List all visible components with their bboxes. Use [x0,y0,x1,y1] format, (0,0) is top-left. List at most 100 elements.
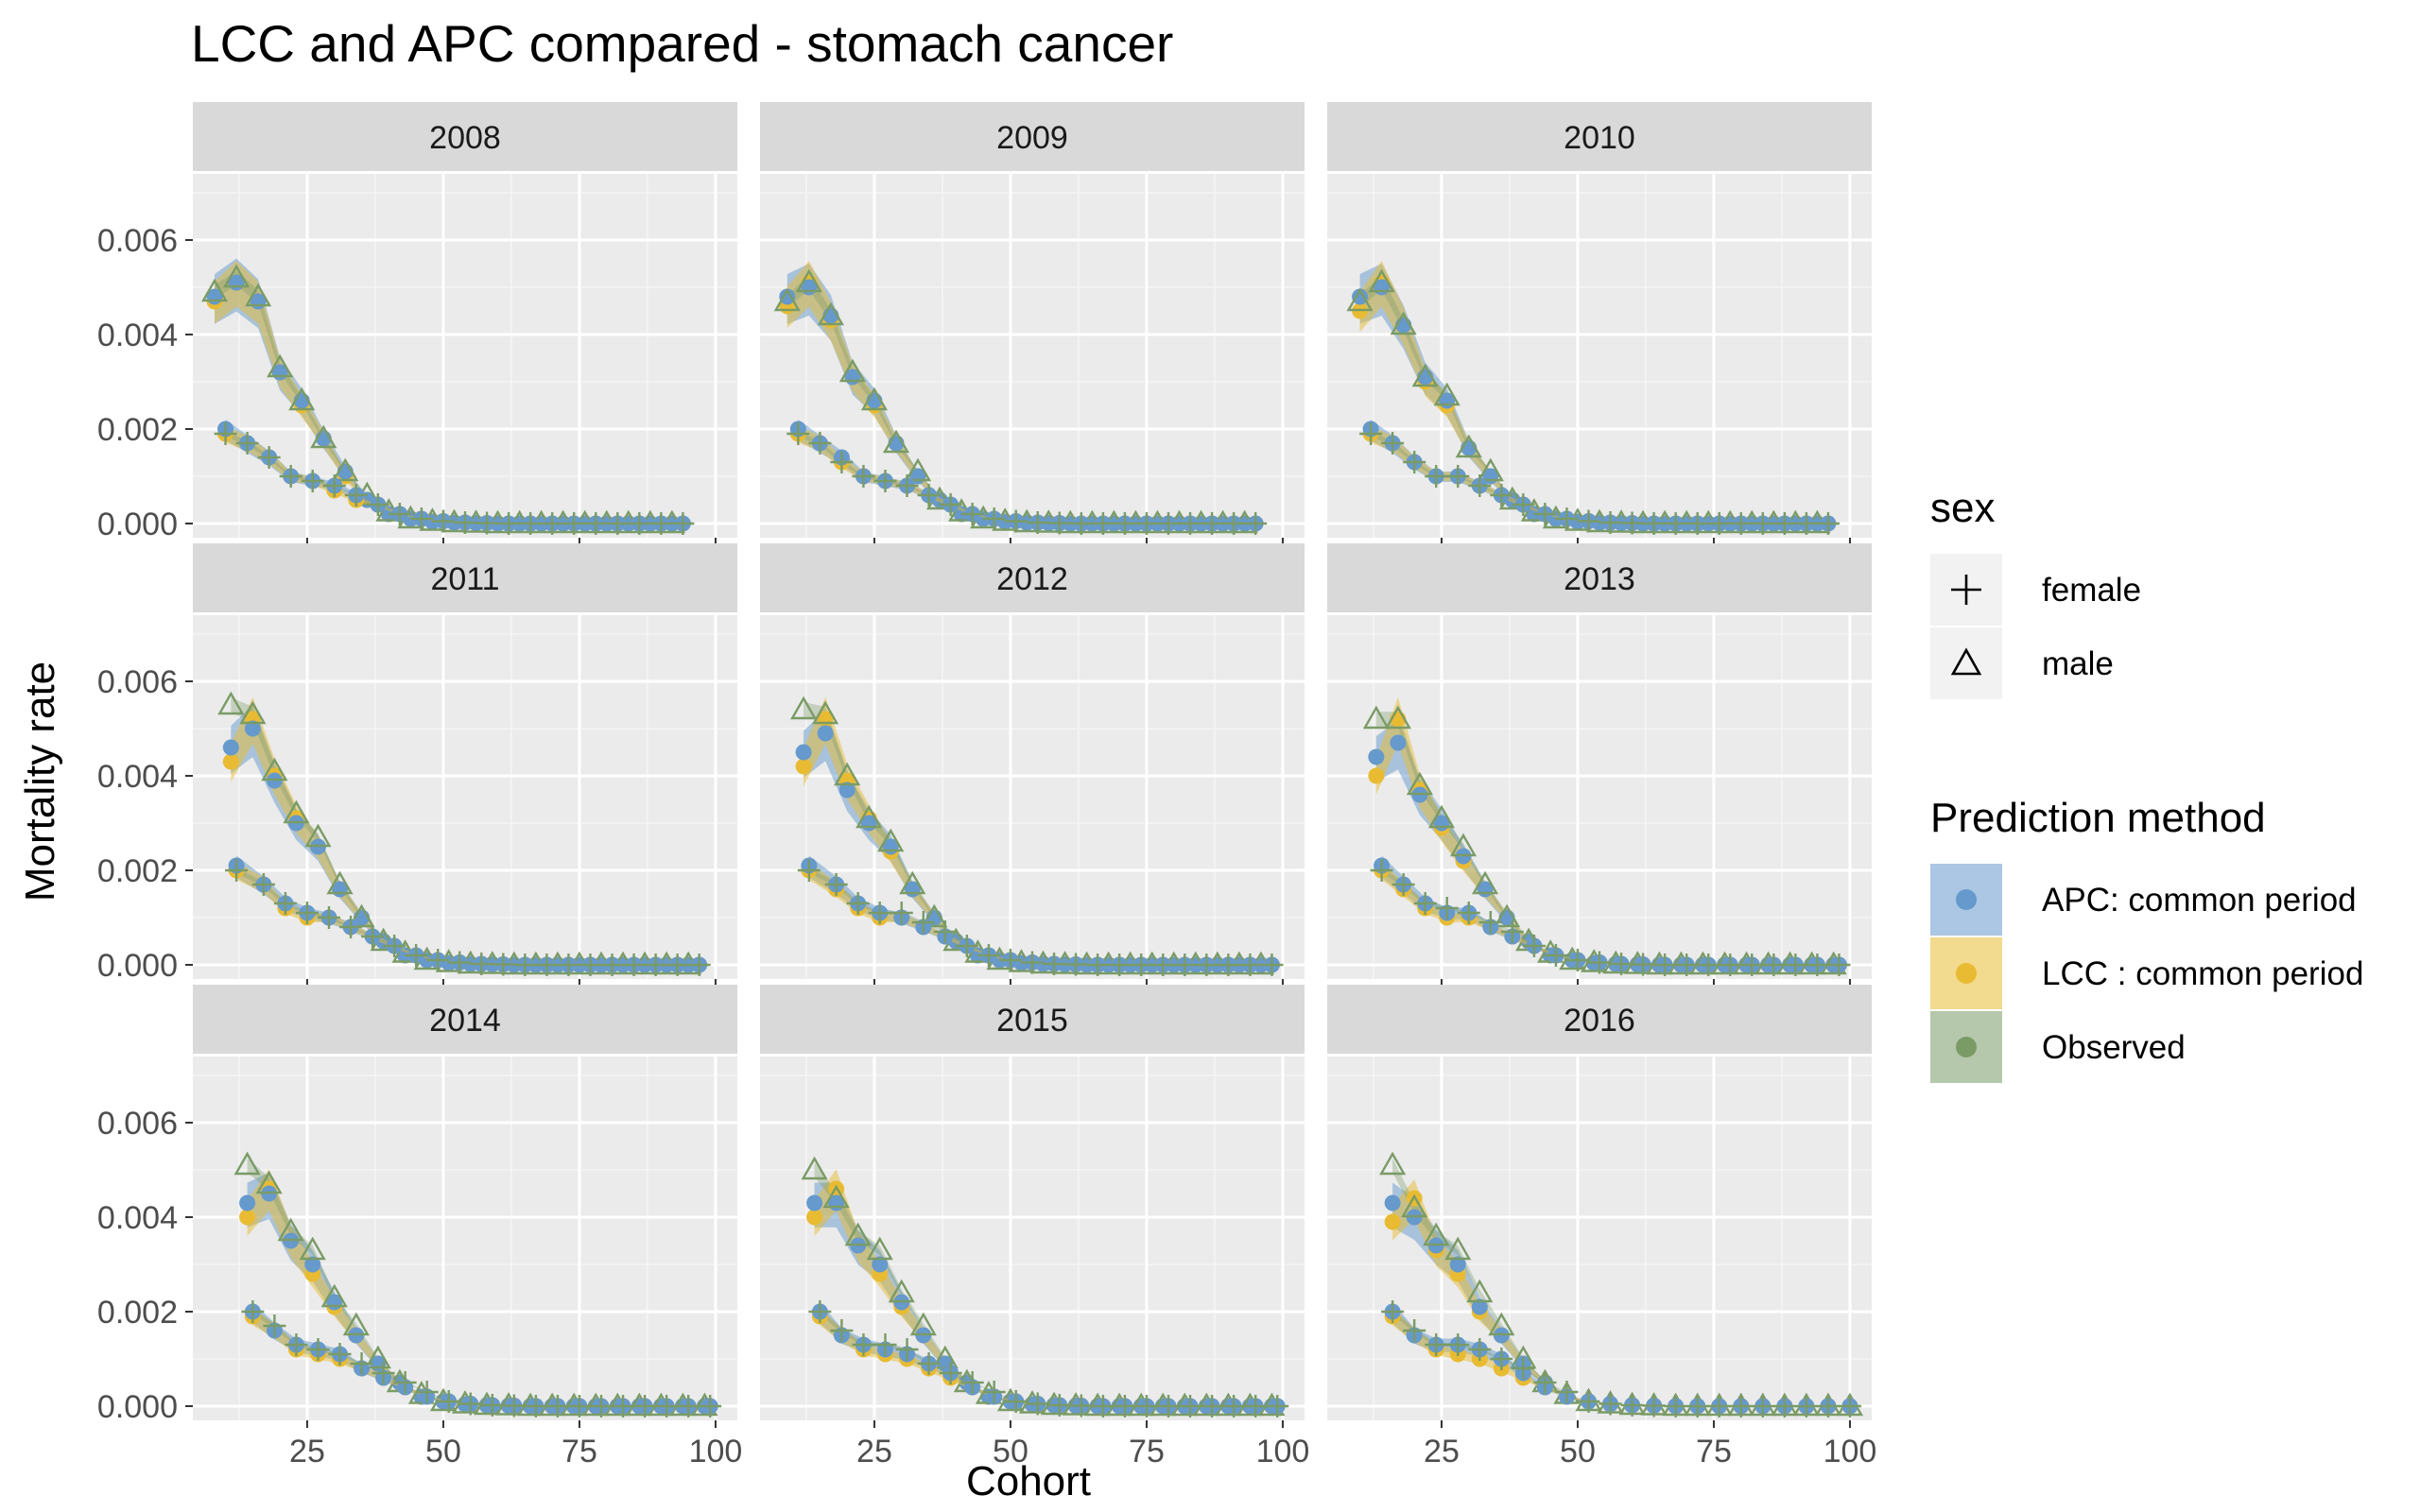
observed-male-point [856,804,883,829]
observed-female-point [405,944,428,967]
observed-male-point [1427,804,1456,829]
observed-female-point [1108,954,1132,976]
observed-female-point [415,1381,439,1403]
facet-strip-label: 2013 [1564,561,1635,597]
observed-female-point [1179,512,1202,535]
y-tick-label: 0.006 [97,1106,178,1142]
observed-male-point [834,762,861,786]
legend-method-label: Observed [2042,1029,2186,1066]
observed-male-point [261,757,288,782]
observed-female-point [687,954,711,976]
observed-female-point [1772,512,1796,535]
observed-female-point [1685,512,1709,535]
apc-point [222,739,239,756]
observed-female-point [1157,1395,1180,1418]
observed-female-point [1222,512,1246,535]
x-tick-label: 50 [993,1434,1028,1469]
observed-female-point [502,1394,526,1418]
observed-female-point [1772,1395,1796,1418]
observed-female-point [285,1333,308,1356]
y-tick-label: 0.000 [97,1389,178,1425]
observed-female-point [644,954,667,976]
observed-female-point [1266,1395,1289,1418]
observed-male-point [1455,434,1482,458]
x-tick-label: 100 [689,1434,743,1469]
lcc-point [222,753,239,770]
y-axis-title-group: Mortality rate [17,662,63,902]
observed-female-point [579,954,602,976]
legend-method-label: LCC : common period [2042,955,2363,992]
panel-background [760,174,1305,538]
observed-male-point [877,828,905,852]
observed-female-point [1577,509,1600,533]
observed-female-point [1533,503,1557,525]
facet-panels: 2008 0.000 0.002 0.004 0.006 2009 2010 2011 0.00… [97,102,1876,1469]
x-tick-label: 75 [562,1434,597,1469]
observed-male-point [1384,705,1411,730]
apc-point [779,288,796,305]
facet-strip [1327,543,1872,612]
observed-female-point [497,512,521,535]
observed-female-point [846,892,870,915]
observed-female-point [1762,954,1786,976]
observed-male-point [795,268,822,293]
observed-female-point [1021,951,1044,974]
observed-female-point [982,1381,1006,1403]
y-tick-label: 0.002 [97,1295,178,1331]
facet-strip-label: 2009 [996,120,1068,156]
observed-female-point [1425,1333,1448,1356]
observed-male-point [1466,1279,1494,1303]
facet-strip-label: 2008 [429,120,501,156]
y-tick-label: 0.002 [97,412,178,448]
y-tick-label: 0.002 [97,853,178,889]
observed-male-point [801,1156,828,1180]
facet-panel-2014: 2014 0.000 0.002 0.004 0.006 25 50 75 100 [97,985,742,1469]
observed-female-point [475,511,499,535]
apc-point [244,720,261,737]
observed-male-point [326,870,354,895]
observed-female-point [917,484,941,507]
observed-female-point [383,935,406,957]
observed-female-point [1599,511,1622,534]
observed-male-point [1401,1194,1428,1218]
observed-female-point [1091,1395,1115,1418]
y-tick-label: 0.006 [97,664,178,700]
observed-female-point [1468,474,1492,497]
observed-female-point [1157,512,1180,535]
facet-panel-2009: 2009 [760,102,1305,545]
observed-female-point [1794,1395,1818,1418]
observed-male-point [1406,771,1433,796]
observed-female-point [655,1395,679,1418]
observed-male-point [342,1312,370,1336]
facet-panel-2008: 2008 0.000 0.002 0.004 0.006 [97,102,737,545]
facet-panel-2013: 2013 [1327,543,1872,987]
observed-female-point [214,422,237,445]
observed-male-point [320,1283,348,1308]
observed-female-point [960,503,984,525]
observed-female-point [241,1300,265,1323]
observed-female-point [1838,1395,1861,1418]
observed-female-point [1478,911,1502,934]
apc-point [1352,288,1369,305]
observed-female-point [1751,512,1774,535]
observed-female-point [852,465,875,488]
observed-female-point [1392,873,1415,896]
observed-female-point [273,892,297,915]
observed-male-point [790,696,818,720]
facet-strip [1327,102,1872,171]
observed-female-point [1413,892,1437,915]
observed-female-point [393,1371,417,1394]
observed-female-point [454,511,476,534]
observed-female-point [939,1362,962,1384]
observed-female-point [982,507,1006,530]
observed-female-point [1740,954,1764,976]
x-tick-label: 50 [1560,1434,1596,1469]
lcc-ribbon-male [804,696,1261,965]
observed-female-point [1004,509,1028,533]
observed-female-point [545,1395,569,1418]
observed-female-point [873,1333,897,1356]
observed-male-point [332,457,359,482]
facet-strip-label: 2012 [996,561,1068,597]
observed-female-point [1653,954,1677,976]
facet-strip [193,543,737,612]
